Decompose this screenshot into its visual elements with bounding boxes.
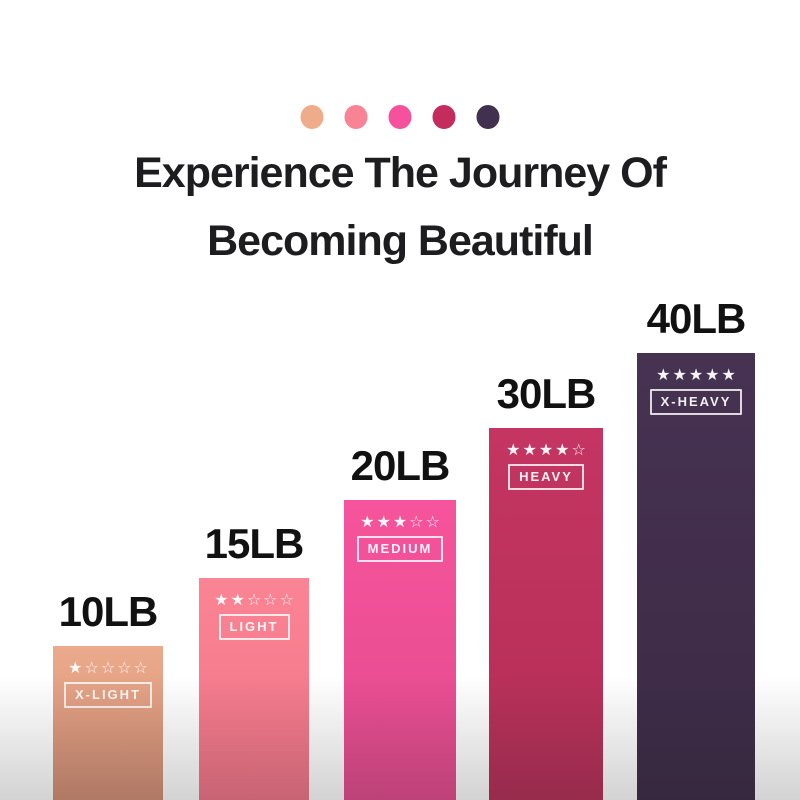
star-rating-icon: ★☆☆☆☆ xyxy=(68,658,150,677)
bar-group-40lb: 40LB ★★★★★ X-HEAVY xyxy=(637,298,755,800)
legend-dot-x-heavy xyxy=(476,105,500,129)
bar-15lb: ★★☆☆☆ LIGHT xyxy=(199,578,309,800)
star-rating-icon: ★★★☆☆ xyxy=(360,512,442,531)
level-badge: LIGHT xyxy=(218,614,290,641)
legend-dot-medium xyxy=(388,105,412,129)
bar-group-30lb: 30LB ★★★★☆ HEAVY xyxy=(489,373,603,800)
weight-label: 30LB xyxy=(496,370,597,417)
legend-dot-heavy xyxy=(432,105,456,129)
star-rating-icon: ★★★★★ xyxy=(656,365,738,384)
weight-label: 20LB xyxy=(350,442,451,489)
page-title-line-1: Experience The Journey Of xyxy=(134,149,667,197)
star-rating-icon: ★★★★☆ xyxy=(506,440,588,459)
level-badge-label: LIGHT xyxy=(229,619,279,635)
level-badge: HEAVY xyxy=(508,464,584,491)
legend-dot-light xyxy=(344,105,368,129)
level-badge-label: X-HEAVY xyxy=(660,394,732,410)
color-legend-dots xyxy=(300,105,500,129)
level-badge: X-LIGHT xyxy=(64,682,152,709)
legend-dot-x-light xyxy=(300,105,324,129)
page-title-line-2: Becoming Beautiful xyxy=(207,217,594,265)
level-badge-label: X-LIGHT xyxy=(75,687,141,703)
bar-group-15lb: 15LB ★★☆☆☆ LIGHT xyxy=(199,523,309,800)
weight-label: 15LB xyxy=(204,520,305,567)
bar-group-10lb: 10LB ★☆☆☆☆ X-LIGHT xyxy=(53,591,163,800)
level-badge-label: MEDIUM xyxy=(367,541,433,557)
level-badge: MEDIUM xyxy=(356,536,444,563)
bar-30lb: ★★★★☆ HEAVY xyxy=(489,428,603,800)
level-badge-label: HEAVY xyxy=(519,469,573,485)
bar-10lb: ★☆☆☆☆ X-LIGHT xyxy=(53,646,163,800)
bar-40lb: ★★★★★ X-HEAVY xyxy=(637,353,755,800)
bar-20lb: ★★★☆☆ MEDIUM xyxy=(344,500,456,800)
bar-group-20lb: 20LB ★★★☆☆ MEDIUM xyxy=(344,445,456,800)
weight-label: 10LB xyxy=(58,588,159,635)
level-badge: X-HEAVY xyxy=(649,389,743,416)
weight-label: 40LB xyxy=(646,295,747,342)
star-rating-icon: ★★☆☆☆ xyxy=(214,590,296,609)
